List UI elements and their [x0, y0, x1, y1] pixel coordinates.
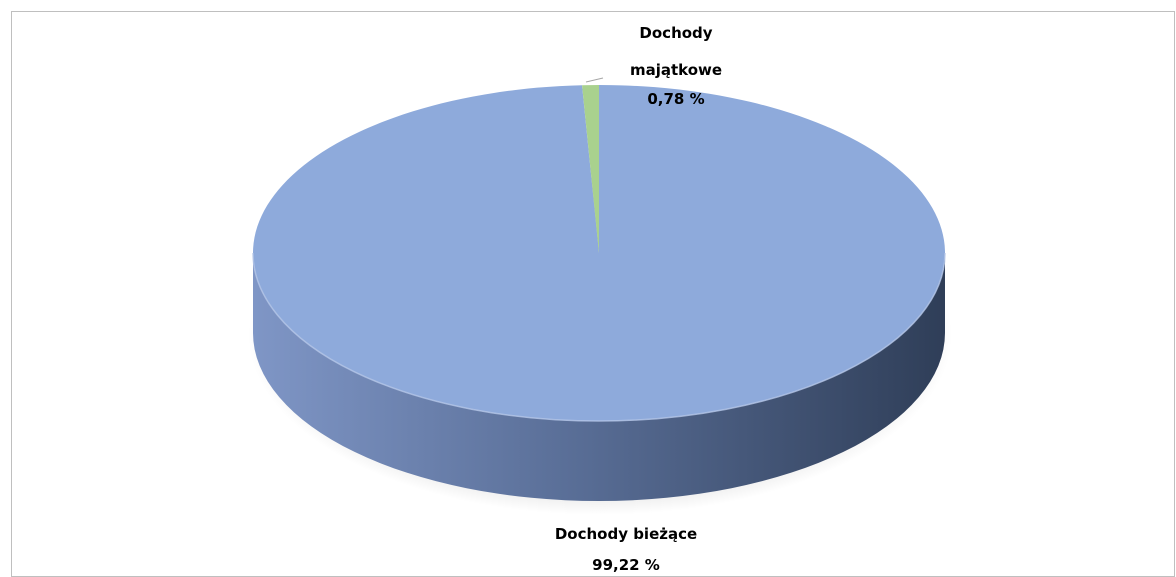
pie-slice-dochody-majatkowe[interactable] — [582, 85, 599, 253]
label-value: 99,22 % — [592, 556, 660, 574]
label-category-line-1: Dochody — [639, 24, 712, 42]
pie-side-wall — [253, 253, 945, 501]
pie-slice-dochody-biezace[interactable] — [252, 85, 945, 421]
data-label-dochody-majatkowe: Dochody majątkowe 0,78 % — [630, 24, 722, 108]
label-category-line-2: majątkowe — [630, 61, 722, 79]
label-value: 0,78 % — [647, 90, 704, 108]
leader-line — [585, 77, 604, 83]
pie-top-rim — [252, 252, 946, 422]
data-label-dochody-biezace: Dochody bieżące 99,22 % — [555, 525, 697, 574]
label-category: Dochody bieżące — [555, 525, 697, 543]
